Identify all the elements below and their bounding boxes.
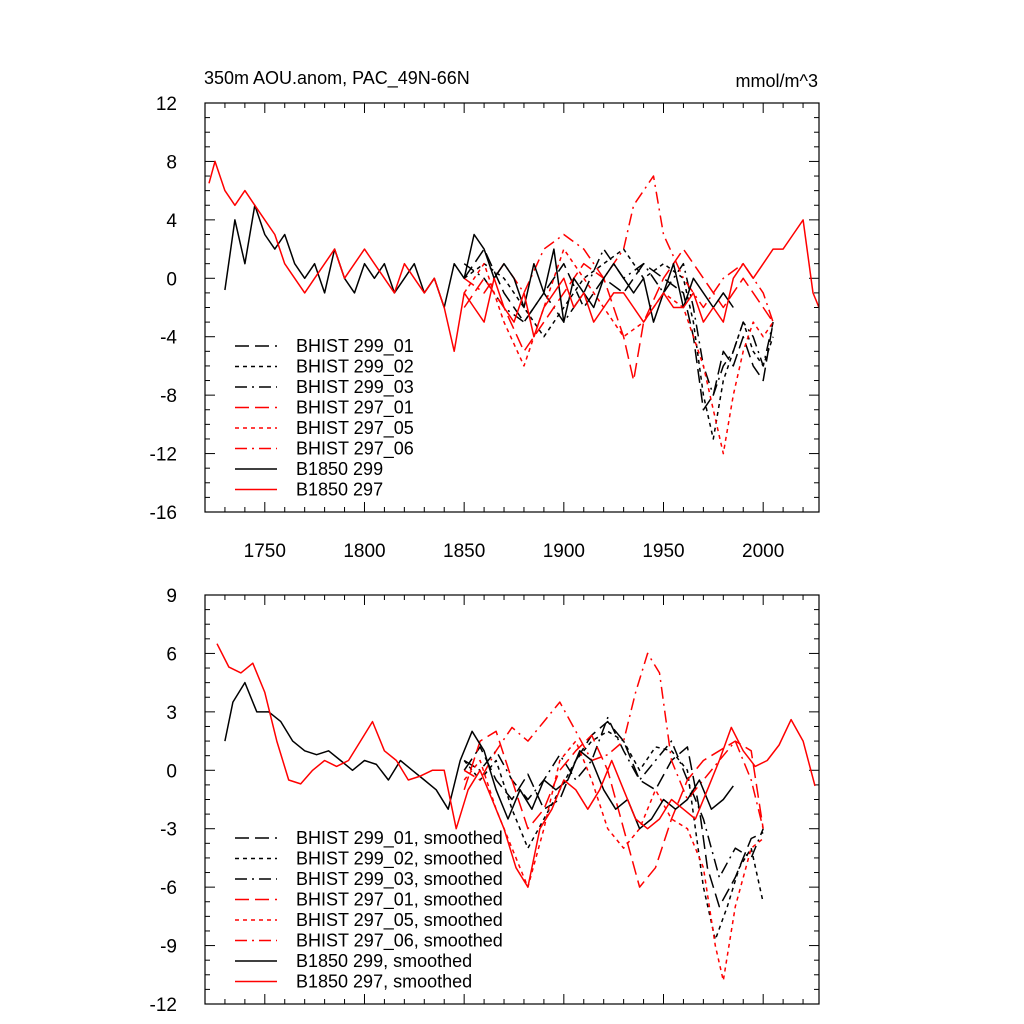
- y-tick-label: 0: [166, 269, 177, 290]
- y-tick-label: 9: [166, 586, 177, 607]
- x-tick-label: 1900: [543, 541, 585, 562]
- series-line-bhist-297-01-smoothed: [463, 730, 764, 888]
- legend-label: BHIST 299_03: [296, 377, 414, 398]
- series-line-bhist-297-05: [463, 248, 774, 455]
- series-line-bhist-297-06: [463, 175, 774, 323]
- legend-label: B1850 299: [296, 459, 383, 479]
- y-tick-label: -6: [160, 878, 177, 899]
- y-tick-label: 6: [166, 644, 177, 665]
- series-line-b1850-297-smoothed: [216, 643, 816, 888]
- y-tick-label: -3: [160, 820, 177, 841]
- x-tick-label: 2000: [742, 541, 784, 562]
- series-line-b1850-297: [208, 160, 819, 353]
- y-tick-label: 12: [156, 94, 177, 115]
- series-line-bhist-297-01: [463, 248, 774, 382]
- y-tick-label: 3: [166, 703, 177, 724]
- bottom-panel-frame: [204, 594, 820, 1005]
- series-line-bhist-299-02: [463, 248, 774, 440]
- legend-label: BHIST 297_05: [296, 418, 414, 439]
- legend-label: BHIST 299_02, smoothed: [296, 849, 503, 870]
- top-panel-title: 350m AOU.anom, PAC_49N-66N: [204, 68, 470, 89]
- legend-label: B1850 297, smoothed: [296, 972, 472, 992]
- y-tick-label: 0: [166, 761, 177, 782]
- y-tick-label: 4: [166, 211, 177, 232]
- legend-label: B1850 297: [296, 480, 383, 500]
- legend-label: BHIST 297_01, smoothed: [296, 890, 503, 911]
- x-tick-label: 1800: [343, 541, 385, 562]
- x-tick-label: 1850: [443, 541, 485, 562]
- series-line-bhist-299-03-smoothed: [463, 716, 764, 879]
- legend-label: BHIST 297_05, smoothed: [296, 910, 503, 931]
- y-tick-label: -12: [150, 445, 177, 466]
- series-line-bhist-297-06-smoothed: [463, 652, 764, 829]
- top-panel-units: mmol/m^3: [736, 71, 818, 91]
- legend-label: BHIST 299_02: [296, 357, 414, 378]
- series-line-bhist-299-02-smoothed: [463, 730, 764, 941]
- series-line-bhist-299-01-smoothed: [463, 720, 764, 908]
- legend-label: BHIST 297_06: [296, 439, 414, 460]
- series-line-bhist-299-03: [463, 248, 774, 396]
- legend-label: BHIST 299_01, smoothed: [296, 828, 503, 849]
- legend-label: BHIST 297_01: [296, 398, 414, 419]
- y-tick-label: -9: [160, 937, 177, 958]
- top-panel: 350m AOU.anom, PAC_49N-66N mmol/m^3 12 8 4…: [150, 68, 820, 562]
- series-line-bhist-297-05-smoothed: [463, 740, 764, 982]
- legend-label: BHIST 299_01: [296, 336, 414, 357]
- y-tick-label: -4: [160, 328, 177, 349]
- x-tick-label: 1950: [642, 541, 684, 562]
- legend-label: BHIST 297_06, smoothed: [296, 931, 503, 952]
- x-tick-label: 1750: [244, 541, 286, 562]
- y-tick-label: 8: [166, 152, 177, 173]
- series-line-b1850-299-smoothed: [224, 681, 734, 830]
- series-line-b1850-299: [224, 204, 734, 323]
- y-tick-label: -8: [160, 386, 177, 407]
- legend-label: B1850 299, smoothed: [296, 951, 472, 971]
- top-panel-frame: [204, 102, 820, 513]
- y-tick-label: -12: [150, 995, 177, 1016]
- y-tick-label: -16: [150, 503, 177, 524]
- legend-label: BHIST 299_03, smoothed: [296, 869, 503, 890]
